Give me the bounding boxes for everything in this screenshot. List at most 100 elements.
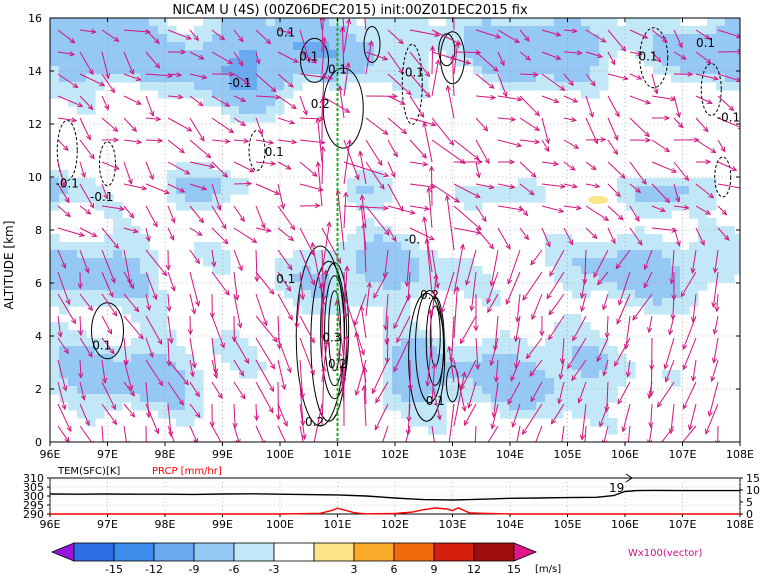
colorbar-tick-label: -12: [145, 563, 163, 575]
main-x-tick-label: 96E: [40, 448, 61, 461]
colorbar-tick-label: -3: [269, 563, 280, 575]
surface-lines: [49, 489, 740, 515]
colorbar-tick-label: -6: [229, 563, 240, 575]
colorbar-tick-label: 12: [467, 563, 481, 575]
contour-label: 0.1: [265, 145, 284, 159]
colorbar-unit: [m/s]: [535, 564, 561, 575]
main-y-tick-label: 4: [35, 330, 42, 343]
colorbar-swatch: [273, 542, 315, 562]
contour-label: 0.1: [426, 394, 445, 408]
main-x-tick-label: 104E: [496, 448, 524, 461]
colorbar-swatch: [113, 542, 155, 562]
surface-x-tick-label: 97E: [97, 518, 118, 531]
contour-label: -0.1: [401, 65, 424, 79]
main-x-tick-label: 107E: [669, 448, 697, 461]
surface-series-line: [49, 489, 740, 501]
colorbar: -15 -12 -9 -6 -3 3 6 9 12 15: [50, 542, 538, 575]
surface-right-tick-label: 10: [746, 484, 760, 497]
contour-label: 0.1: [92, 338, 111, 352]
main-y-tick-label: 10: [28, 171, 42, 184]
surface-annotation: 19: [609, 481, 624, 495]
main-y-tick-label: 0: [35, 436, 42, 449]
main-x-tick-label: 105E: [554, 448, 582, 461]
main-x-tick-label: 106E: [611, 448, 639, 461]
contour-label: -0.1: [228, 76, 251, 90]
chart-title: NICAM U (4S) (00Z06DEC2015) init:00Z01DE…: [172, 3, 528, 18]
surface-x-tick-label: 102E: [381, 518, 409, 531]
colorbar-tick-label: 6: [391, 563, 398, 575]
main-y-tick-label: 8: [35, 224, 42, 237]
main-x-tick-label: 102E: [381, 448, 409, 461]
contour-label: 0.2: [328, 357, 347, 371]
main-y-tick-label: 14: [28, 65, 42, 78]
surface-right-tick-label: 0: [746, 508, 753, 521]
main-y-tick-label: 12: [28, 118, 42, 131]
surface-right-tick-label: 5: [746, 496, 753, 509]
colorbar-swatch: [473, 542, 515, 562]
surface-x-tick-label: 100E: [266, 518, 294, 531]
surface-x-tick-label: 106E: [611, 518, 639, 531]
main-x-tick-label: 97E: [97, 448, 118, 461]
main-y-tick-label: 2: [35, 383, 42, 396]
surface-left-tick-label: 310: [23, 472, 44, 485]
main-y-axis: 0 2 4 6 8 10 12 14 16: [28, 12, 740, 449]
surface-series-line: [50, 507, 740, 515]
colorbar-tick-label: 3: [351, 563, 358, 575]
surface-x-tick-label: 108E: [726, 518, 754, 531]
colorbar-tick-label: 15: [507, 563, 521, 575]
contour-label: -0.: [404, 232, 420, 246]
contour-label: 0.1: [696, 36, 715, 50]
colorbar-swatch: [313, 542, 355, 562]
surface-grid: [49, 478, 741, 514]
contour-label: 0.1: [276, 26, 295, 40]
contour-label: 0.3: [322, 330, 341, 344]
contour-label: 0.1: [299, 49, 318, 63]
surface-axes: 96E 97E 98E 99E 100E 101E 102E 103E 104E 105E 106E…: [23, 472, 760, 531]
surface-right-label: PRCP [mm/hr]: [152, 466, 222, 477]
colorbar-swatch: [393, 542, 435, 562]
surface-x-tick-label: 98E: [155, 518, 176, 531]
colorbar-high-triangle: [513, 542, 538, 562]
contour-label: 0.1: [276, 272, 295, 286]
vector-legend-label: Wx100(vector): [628, 548, 703, 559]
main-x-tick-label: 98E: [155, 448, 176, 461]
colorbar-swatch: [73, 542, 115, 562]
surface-x-tick-label: 103E: [439, 518, 467, 531]
main-x-tick-label: 103E: [439, 448, 467, 461]
colorbar-low-triangle: [50, 542, 75, 562]
contour-label: 0.2: [305, 415, 324, 429]
main-x-tick-label: 99E: [212, 448, 233, 461]
colorbar-tick-label: -15: [105, 563, 123, 575]
surface-annotation-arrow: [600, 473, 633, 483]
main-x-tick-label: 100E: [266, 448, 294, 461]
main-x-axis: 96E 97E 98E 99E 100E 101E 102E 103E 104E 105E 106E…: [40, 18, 754, 461]
colorbar-swatch: [433, 542, 475, 562]
surface-left-tick-label: 290: [23, 508, 44, 521]
colorbar-swatch: [193, 542, 235, 562]
wind-vectors: [57, 18, 740, 442]
surface-x-tick-label: 101E: [324, 518, 352, 531]
colorbar-swatch: [233, 542, 275, 562]
surface-left-label: TEM(SFC)[K]: [57, 466, 120, 477]
main-y-tick-label: 6: [35, 277, 42, 290]
y-axis-label: ALTITUDE [km]: [2, 221, 16, 310]
surface-x-tick-label: 104E: [496, 518, 524, 531]
contour-labels: 0.1 0.1 -0.1 0.1 -0.1 0.2 0.1 -0.1 -0.1 0.1 0.1 -0.…: [56, 26, 741, 430]
main-y-tick-label: 16: [28, 12, 42, 25]
surface-x-tick-label: 96E: [40, 518, 61, 531]
contour-label: -0.1: [56, 177, 79, 191]
main-x-tick-label: 101E: [324, 448, 352, 461]
contour-label: -0.1: [90, 190, 113, 204]
contour-label: 0.1: [638, 49, 657, 63]
colorbar-swatch: [353, 542, 395, 562]
contour-label: 0.2: [420, 288, 439, 302]
contour-label: 0.1: [328, 63, 347, 77]
colorbar-tick-label: -9: [189, 563, 200, 575]
main-panel: 0.1 0.1 -0.1 0.1 -0.1 0.2 0.1 -0.1 -0.1 0.1 0.1 -0.…: [2, 12, 754, 461]
colorbar-tick-label: 9: [431, 563, 438, 575]
surface-left-tick-label: 295: [23, 499, 44, 512]
colorbar-swatch: [153, 542, 195, 562]
main-x-tick-label: 108E: [726, 448, 754, 461]
contour-label: 0.2: [311, 97, 330, 111]
